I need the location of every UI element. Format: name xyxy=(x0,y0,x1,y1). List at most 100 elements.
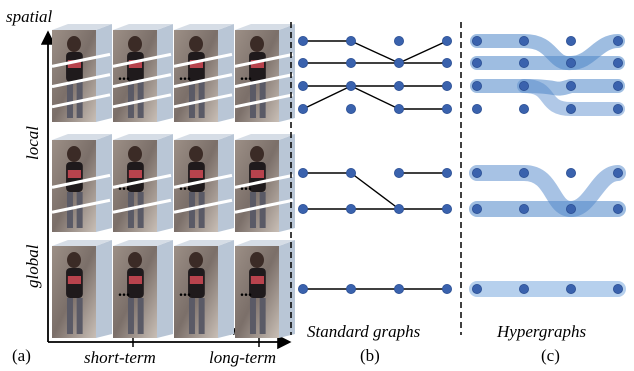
partition-stripe xyxy=(51,73,111,89)
short-term-label: short-term xyxy=(84,348,156,367)
standard-graph-edges xyxy=(302,40,448,290)
person-leg xyxy=(249,82,256,118)
frame-depth xyxy=(157,24,173,122)
frame-depth xyxy=(96,134,112,232)
hypergraph-node xyxy=(566,203,577,214)
person-head xyxy=(128,146,142,162)
partition-stripe xyxy=(112,173,172,189)
person-head xyxy=(67,252,81,268)
person-shirt-print xyxy=(189,60,204,68)
person-shirt-print xyxy=(189,170,204,178)
hypergraph-node xyxy=(519,81,530,92)
hypergraph-node xyxy=(566,58,577,69)
graph-node xyxy=(345,36,356,47)
panel-b-label: (b) xyxy=(360,346,380,365)
hypergraph-node xyxy=(613,36,624,47)
hypergraph-node xyxy=(471,81,482,92)
hypergraph-node xyxy=(566,104,577,115)
ellipsis: ... xyxy=(118,67,130,84)
hypergraph-node xyxy=(613,283,624,294)
person-leg xyxy=(198,298,205,334)
graph-node xyxy=(393,167,404,178)
frame-top xyxy=(52,240,112,246)
graph-node xyxy=(297,167,308,178)
person-frame-icon xyxy=(173,134,234,232)
person-frame-icon xyxy=(174,240,234,338)
local-label: local xyxy=(23,126,42,160)
person-leg xyxy=(188,82,195,118)
person-frame-icon xyxy=(173,24,234,122)
person-leg xyxy=(249,298,256,334)
frame-depth xyxy=(96,240,112,338)
person-frame-icon xyxy=(51,24,112,122)
partition-stripe xyxy=(51,173,111,189)
person-shirt-print xyxy=(67,170,82,178)
long-term-label: long-term xyxy=(209,348,276,367)
person-head xyxy=(250,36,264,52)
person-frame-icon xyxy=(112,134,173,232)
frame-depth xyxy=(279,134,295,232)
hypergraph-node xyxy=(566,36,577,47)
person-head xyxy=(67,146,81,162)
person-shirt-print xyxy=(67,276,82,284)
ellipsis-group: ........................... xyxy=(118,67,252,300)
graph-node xyxy=(345,167,356,178)
person-leg xyxy=(198,192,205,228)
person-head xyxy=(128,252,142,268)
hypergraph-nodes xyxy=(471,36,624,294)
hypergraph-node xyxy=(566,81,577,92)
partition-stripe xyxy=(234,93,294,109)
person-leg xyxy=(259,298,266,334)
partition-stripe xyxy=(234,73,294,89)
hypergraph-node xyxy=(613,104,624,115)
person-head xyxy=(250,146,264,162)
ellipsis: ... xyxy=(240,67,252,84)
partition-stripe xyxy=(173,198,233,214)
partition-stripe xyxy=(234,52,294,68)
standard-graphs-label: Standard graphs xyxy=(307,322,421,341)
frame-top xyxy=(52,24,112,30)
person-shirt-print xyxy=(250,276,265,284)
graph-node xyxy=(393,36,404,47)
partition-stripe xyxy=(234,198,294,214)
ellipsis: ... xyxy=(240,283,252,300)
hypergraph-node xyxy=(566,283,577,294)
hypergraph-node xyxy=(519,167,530,178)
person-head xyxy=(189,252,203,268)
ellipsis: ... xyxy=(240,177,252,194)
partition-stripe xyxy=(173,73,233,89)
ellipsis: ... xyxy=(118,177,130,194)
frame-depth xyxy=(218,134,234,232)
person-leg xyxy=(127,82,134,118)
graph-edge xyxy=(398,40,448,64)
graph-node xyxy=(345,104,356,115)
graph-edge xyxy=(350,172,400,210)
person-leg xyxy=(137,192,144,228)
person-head xyxy=(189,146,203,162)
person-frame-icon xyxy=(113,240,173,338)
graph-node xyxy=(441,81,452,92)
hypergraph-node xyxy=(613,81,624,92)
graph-node xyxy=(297,36,308,47)
hypergraph-node xyxy=(471,203,482,214)
graph-node xyxy=(345,81,356,92)
hypergraphs-label: Hypergraphs xyxy=(496,322,586,341)
hyperedges xyxy=(469,34,626,297)
partition-stripe xyxy=(112,52,172,68)
partition-stripe xyxy=(51,198,111,214)
graph-edge xyxy=(350,40,400,64)
hypergraph-node xyxy=(613,167,624,178)
frame-depth xyxy=(157,134,173,232)
panel-c-label: (c) xyxy=(541,346,560,365)
frame-depth xyxy=(157,240,173,338)
ellipsis: ... xyxy=(179,177,191,194)
partition-stripe xyxy=(173,173,233,189)
frame-top xyxy=(52,134,112,140)
partition-stripe xyxy=(51,93,111,109)
partition-stripe xyxy=(173,93,233,109)
graph-node xyxy=(297,58,308,69)
person-leg xyxy=(66,82,73,118)
frame-top xyxy=(235,24,295,30)
frame-top xyxy=(113,24,173,30)
